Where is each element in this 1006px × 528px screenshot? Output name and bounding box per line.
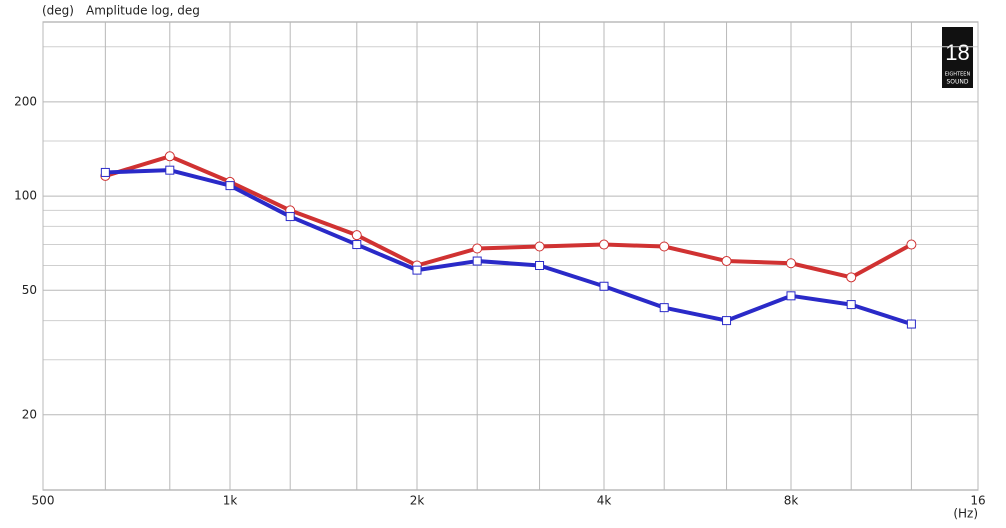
marker [599, 281, 609, 291]
marker [472, 256, 482, 266]
x-tick-label: 16 [970, 494, 985, 508]
marker [722, 316, 732, 326]
series-line [105, 168, 913, 326]
marker [659, 241, 670, 252]
marker [534, 241, 545, 252]
marker [352, 240, 362, 250]
x-tick-label: 2k [410, 494, 425, 508]
marker [721, 256, 732, 267]
marker [412, 265, 422, 275]
x-tick-label: 500 [32, 494, 55, 508]
y-tick-label: 50 [22, 283, 37, 297]
logo: 18 EIGHTEEN SOUND [942, 27, 973, 88]
marker [906, 239, 917, 250]
marker [786, 291, 796, 301]
y-tick-label: 100 [14, 189, 37, 203]
marker [351, 230, 362, 241]
x-tick-label: 8k [784, 494, 799, 508]
marker [285, 212, 295, 222]
marker [599, 239, 609, 250]
marker [472, 243, 483, 254]
marker [846, 300, 856, 310]
marker [659, 303, 669, 313]
x-tick-label: 4k [597, 494, 612, 508]
y-tick-label: 200 [14, 94, 37, 108]
logo-box [942, 27, 973, 88]
marker [100, 167, 110, 177]
marker [786, 258, 796, 269]
logo-text: SOUND [946, 79, 968, 86]
marker [164, 151, 175, 162]
logo-number: 18 [945, 40, 969, 65]
y-unit: (deg) [42, 4, 74, 18]
x-unit: (Hz) [953, 507, 978, 521]
chart-title: Amplitude log, deg [86, 4, 200, 18]
logo-text: EIGHTEEN [945, 72, 971, 78]
plot-frame [42, 21, 979, 491]
series-line [104, 154, 913, 280]
marker [165, 165, 175, 175]
x-tick-label: 1k [223, 494, 238, 508]
marker [535, 260, 545, 270]
marker [225, 181, 235, 191]
marker [846, 272, 857, 283]
y-tick-label: 20 [22, 407, 37, 421]
marker [906, 319, 916, 329]
